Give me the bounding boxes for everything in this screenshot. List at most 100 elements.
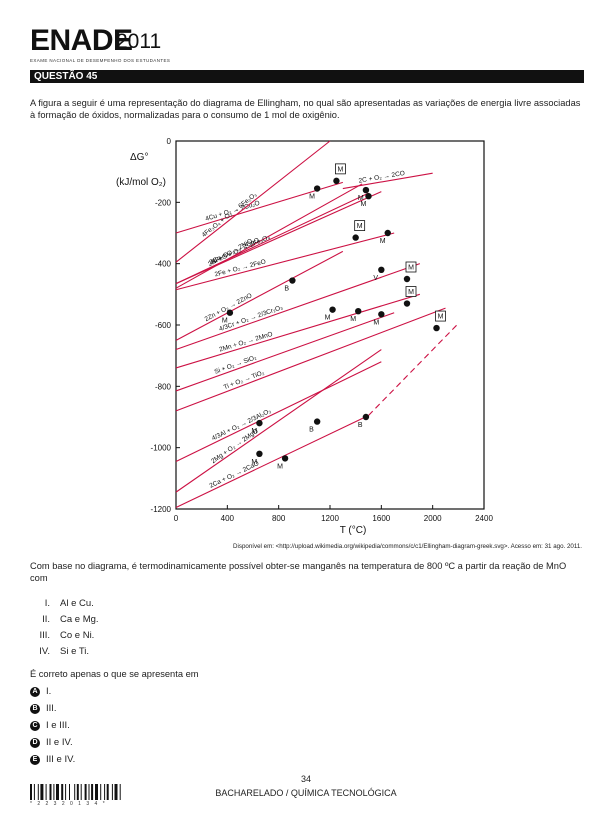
reaction-line: [175, 293, 420, 369]
barcode-bar: [91, 784, 94, 800]
transition-marker: M: [277, 463, 283, 470]
transition-point: [289, 277, 296, 284]
barcode-image: [30, 784, 121, 800]
transition-marker: M: [408, 265, 414, 272]
enade-brand: ENADE: [30, 24, 133, 57]
y-tick-label: -800: [155, 382, 172, 391]
barcode-bar: [119, 784, 121, 800]
marker-box: [335, 163, 346, 175]
barcode-bar: [88, 784, 90, 800]
reaction-line: [175, 263, 421, 351]
reaction-line: [175, 307, 446, 412]
alternative-text: III.: [46, 703, 57, 714]
barcode-text: * 2 2 3 2 0 1 3 4 *: [30, 801, 107, 807]
transition-marker: M: [309, 194, 315, 201]
reaction-line: [175, 191, 382, 285]
alternative-text: I.: [46, 686, 52, 697]
question-stem: A figura a seguir é uma representação do…: [30, 98, 581, 120]
figure-source: Disponível em: <http://upload.wikimedia.…: [233, 543, 582, 550]
alternative-e[interactable]: E III e IV.: [30, 754, 75, 765]
barcode-bar: [76, 784, 79, 800]
exam-year: 2011: [116, 30, 162, 53]
transition-marker: B: [358, 422, 363, 429]
transition-point: [226, 309, 234, 316]
transition-point: [333, 177, 340, 185]
alternative-a[interactable]: A I.: [30, 686, 51, 697]
transition-point: [355, 308, 362, 315]
transition-marker: M: [357, 223, 363, 230]
barcode-bar: [61, 784, 64, 800]
barcode-bar: [80, 784, 82, 800]
alternative-text: I e III.: [46, 720, 70, 731]
y-tick-label: -1200: [151, 505, 172, 514]
alternative-letter: D: [30, 737, 40, 748]
transition-marker: M: [408, 289, 414, 296]
transition-point: [403, 300, 411, 307]
alternative-d[interactable]: D II e IV.: [30, 737, 73, 748]
barcode-bar: [65, 784, 67, 800]
barcode-bar: [49, 784, 52, 800]
transition-point: [256, 419, 263, 427]
barcode-bar: [84, 784, 87, 800]
reaction-line: [175, 232, 395, 291]
y-tick-label: 0: [167, 137, 172, 146]
barcode-bar: [37, 784, 39, 800]
x-tick-label: 2000: [424, 514, 442, 523]
item-number: I.: [44, 598, 50, 609]
transition-marker: V: [373, 275, 378, 282]
x-tick-label: 400: [221, 514, 235, 523]
x-tick-label: 0: [174, 514, 179, 523]
page-number: 34: [300, 774, 311, 784]
alternative-letter: B: [30, 703, 40, 714]
item-text: Ca e Mg.: [60, 614, 99, 625]
transition-marker: M: [361, 201, 367, 208]
marker-box: [354, 220, 366, 231]
alternative-letter: C: [30, 720, 40, 731]
item-number: II.: [42, 614, 50, 625]
reaction-line: [175, 312, 395, 392]
y-tick-label: -400: [155, 260, 172, 269]
transition-marker: B: [309, 427, 314, 434]
transition-point: [329, 306, 336, 313]
transition-point: [433, 324, 440, 332]
alternative-text: II e IV.: [46, 737, 73, 748]
transition-point: [313, 185, 321, 192]
y-tick-label: -1000: [151, 444, 172, 453]
question-label: QUESTÃO 45: [34, 71, 98, 82]
transition-point: [256, 450, 263, 457]
barcode-bar: [100, 784, 102, 800]
y-axis-unit: (kJ/mol O₂): [116, 177, 166, 188]
transition-point: [384, 229, 391, 237]
reaction-label: 2Mn + O₂ → 2MnO: [218, 331, 273, 354]
barcode-bar: [45, 784, 47, 800]
item-3: III. Co e Ni.: [26, 630, 94, 641]
transition-marker: M: [438, 314, 444, 321]
marker-box: [435, 310, 446, 322]
item-number: IV.: [39, 646, 50, 657]
alternative-b[interactable]: B III.: [30, 703, 57, 714]
reaction-line: [175, 140, 331, 263]
transition-point: [362, 413, 370, 421]
x-axis-label: T (°C): [340, 525, 367, 536]
reaction-line: [175, 250, 344, 341]
item-text: Co e Ni.: [60, 630, 95, 641]
y-tick-label: -200: [155, 198, 172, 207]
reaction-line: [175, 192, 369, 285]
barcode-bar: [95, 784, 98, 800]
barcode-bar: [40, 784, 44, 800]
transition-point: [313, 418, 321, 425]
brand-subtitle: EXAME NACIONAL DE DESEMPENHO DOS ESTUDAN…: [30, 58, 171, 63]
item-2: II. Ca e Mg.: [26, 614, 99, 625]
transition-marker: M: [325, 315, 331, 322]
transition-point: [378, 266, 385, 273]
alternative-c[interactable]: C I e III.: [30, 720, 70, 731]
reaction-label: 2C + O₂ → 2CO: [358, 170, 405, 185]
barcode-bar: [104, 784, 106, 800]
transition-point: [378, 311, 385, 318]
reaction-line: [368, 323, 459, 416]
item-number: III.: [39, 630, 50, 641]
x-tick-label: 1200: [321, 514, 339, 523]
question-header-bar: [30, 70, 584, 83]
x-tick-label: 2400: [475, 514, 493, 523]
course-name: BACHARELADO / QUÍMICA TECNOLÓGICA: [215, 788, 397, 798]
